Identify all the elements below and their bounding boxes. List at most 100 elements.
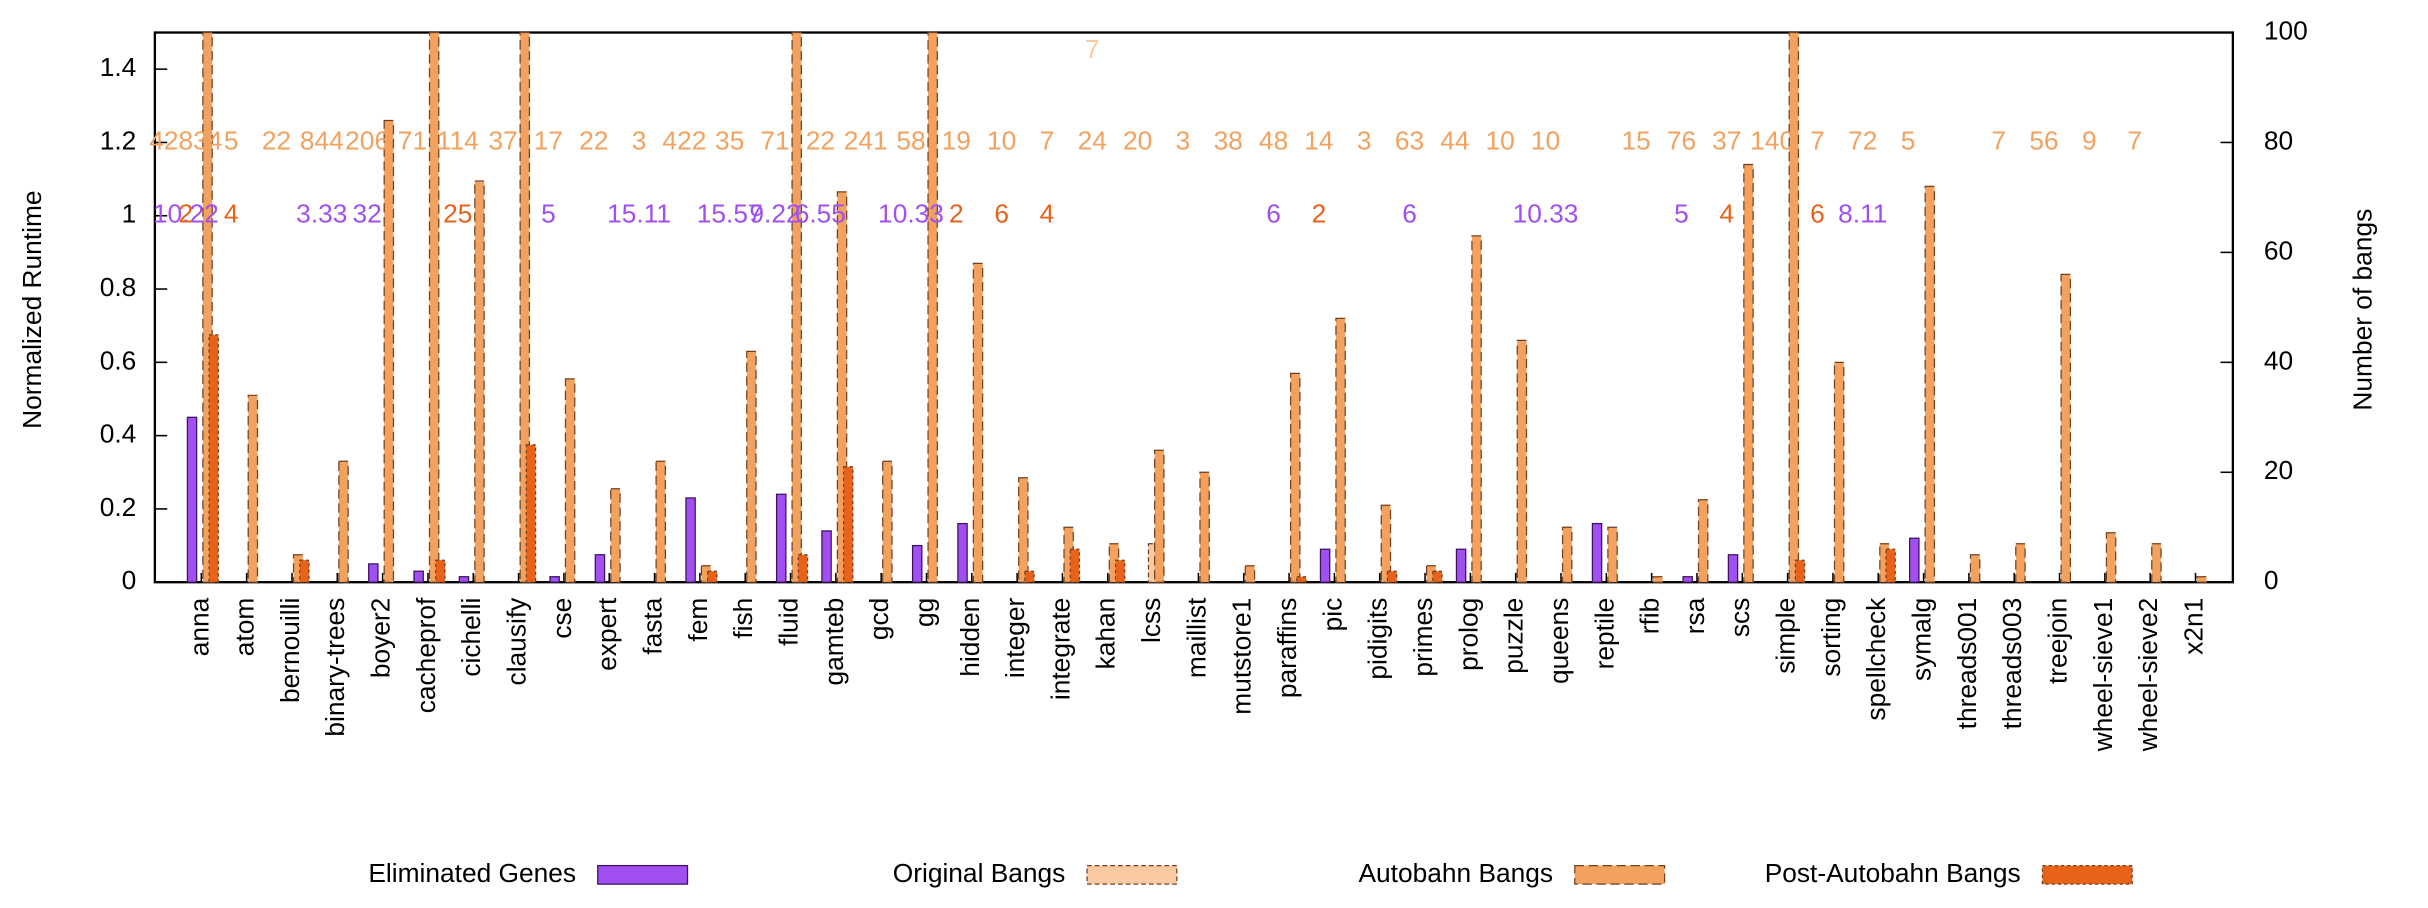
bar [1432, 570, 1443, 583]
annotation: 6 [1810, 199, 1825, 229]
bar [338, 460, 349, 583]
bar [525, 444, 537, 583]
bar [1607, 526, 1618, 583]
bar [1455, 548, 1467, 583]
y2-tick-label: 80 [2264, 125, 2293, 155]
bar [1969, 554, 1981, 583]
annotation: 10 [1531, 125, 1560, 155]
annotation: 3 [1176, 125, 1191, 155]
x-tick-label: sorting [1816, 598, 1846, 677]
annotation: 4 [224, 199, 239, 229]
annotation: 42834 [149, 125, 222, 155]
bar [1727, 554, 1739, 583]
x-tick-label: hidden [955, 598, 985, 677]
x-tick-label: fem [683, 598, 713, 642]
legend-label: Original Bangs [893, 858, 1066, 888]
x-tick-label: symalg [1907, 598, 1937, 681]
x-tick-label: threads001 [1952, 598, 1982, 730]
x-tick-label: atom [230, 598, 260, 657]
x-tick-label: treejoin [2043, 598, 2073, 684]
bar [1319, 548, 1331, 583]
annotation: 3.33 [296, 199, 347, 229]
annotation: 9.22 [749, 199, 800, 229]
annotation: 58 [896, 125, 925, 155]
y2-axis-label: Number of bangs [2347, 209, 2377, 411]
annotation: 241 [844, 125, 888, 155]
bar [706, 570, 718, 583]
bar [428, 31, 440, 583]
annotation: 20 [1123, 125, 1152, 155]
bar [519, 31, 531, 583]
annotation: 71 [398, 125, 427, 155]
bar [775, 493, 787, 583]
bar [685, 497, 696, 583]
annotation: 206 [345, 125, 389, 155]
annotation: 7 [1991, 125, 2006, 155]
annotation: 5 [541, 199, 556, 229]
x-tick-label: spellcheck [1861, 597, 1891, 721]
bar [1335, 317, 1346, 583]
bar [2196, 576, 2207, 583]
bar [458, 576, 470, 583]
bar [1289, 372, 1301, 583]
x-tick-label: kahan [1091, 598, 1121, 670]
x-tick-label: threads003 [1997, 598, 2027, 730]
bar [1147, 543, 1159, 583]
bar [791, 31, 802, 583]
x-tick-label: rfib [1635, 598, 1665, 635]
x-tick-label: boyer2 [366, 598, 396, 678]
legend-swatch [2041, 864, 2133, 885]
bar [911, 544, 923, 583]
x-tick-label: cacheprof [411, 597, 441, 713]
x-tick-label: queens [1544, 598, 1574, 684]
bar [474, 180, 485, 583]
bar [594, 554, 606, 583]
y-tick-label: 0.2 [100, 492, 137, 522]
annotation: 22 [262, 125, 291, 155]
bar [957, 522, 968, 583]
bar [821, 530, 832, 583]
bar [610, 488, 621, 583]
y-tick-label: 1.2 [100, 125, 137, 155]
y-tick-label: 0.8 [100, 272, 137, 302]
x-tick-label: pidigits [1363, 598, 1393, 680]
annotation: 6 [994, 199, 1009, 229]
annotation: 72 [1848, 125, 1877, 155]
bar [368, 563, 379, 583]
x-tick-label: integrate [1045, 598, 1075, 700]
annotation: 37 [488, 125, 517, 155]
bar [1652, 576, 1664, 583]
bar [2105, 532, 2117, 583]
x-tick-label: fasta [638, 597, 668, 654]
annotation: 25 [443, 199, 472, 229]
bar [435, 559, 446, 583]
legend-label: Autobahn Bangs [1359, 858, 1554, 888]
annotation: 48 [1259, 125, 1288, 155]
bar [1909, 537, 1920, 583]
bar [1154, 449, 1165, 583]
bar [1024, 570, 1035, 583]
bar [1386, 570, 1398, 583]
annotation: 10 [1486, 125, 1515, 155]
x-tick-label: fluid [773, 598, 803, 646]
y-tick-label: 1 [122, 199, 137, 229]
bar [1591, 522, 1603, 583]
bar [1296, 576, 1307, 583]
bar [746, 350, 757, 583]
y-tick-label: 0.6 [100, 345, 137, 375]
bar [2015, 543, 2026, 583]
x-tick-label: bernouilli [275, 598, 305, 703]
annotation: 422 [662, 125, 706, 155]
y-axis-label: Normalized Runtime [17, 191, 47, 429]
bar [299, 559, 310, 583]
y-tick-label: 1.4 [100, 52, 137, 82]
x-tick-label: mutstore1 [1227, 598, 1257, 715]
x-tick-label: puzzle [1499, 598, 1529, 674]
legend-swatch [1574, 864, 1666, 885]
bar [564, 378, 576, 583]
annotation: 35 [715, 125, 744, 155]
x-tick-label: gg [909, 598, 939, 627]
x-tick-label: rsa [1680, 597, 1710, 634]
bar [1924, 185, 1936, 583]
